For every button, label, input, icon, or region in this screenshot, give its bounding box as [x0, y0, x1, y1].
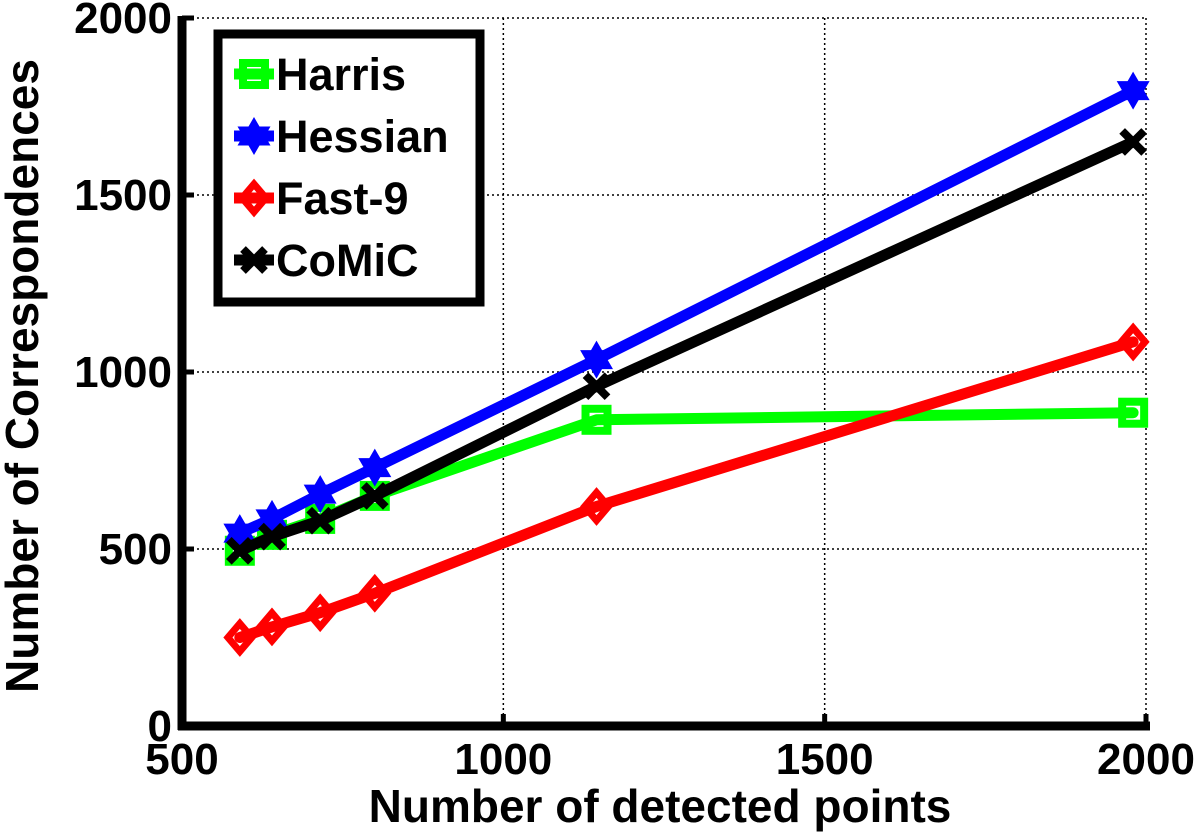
point-comic-3: [360, 482, 389, 510]
y-tick-label: 1500: [74, 171, 172, 220]
y-tick-label: 1000: [74, 348, 172, 397]
point-hessian-3: [358, 448, 392, 487]
x-tick-label: 1500: [776, 735, 874, 784]
grid: [181, 17, 1147, 727]
x-axis-label: Number of detected points: [369, 780, 952, 832]
point-hessian-5: [1116, 71, 1150, 110]
point-fast-9-2: [303, 593, 337, 633]
legend-item-fast-9: Fast-9: [234, 173, 409, 224]
legend-label: Harris: [276, 49, 406, 100]
point-fast-9-1: [255, 607, 289, 647]
x-tick-label: 1000: [454, 735, 552, 784]
legend-label: CoMiC: [276, 235, 418, 286]
legend-item-harris: Harris: [234, 49, 406, 100]
point-hessian-0: [223, 514, 257, 553]
legend-marker: [237, 117, 271, 155]
point-fast-9-5: [1116, 322, 1150, 362]
x-tick-label: 2000: [1097, 735, 1195, 784]
series-line-fast-9: [234, 336, 1139, 643]
legend-marker: [239, 59, 269, 89]
y-tick-label: 2000: [74, 0, 172, 43]
y-axis-label: Number of Correspondences: [0, 59, 48, 693]
series-lines: [223, 71, 1150, 657]
point-hessian-4: [580, 340, 614, 379]
y-tick-label: 500: [99, 525, 172, 574]
legend-item-hessian: Hessian: [234, 111, 449, 162]
legend-item-comic: CoMiC: [234, 235, 418, 286]
legend-marker: [240, 246, 268, 274]
legend-label: Fast-9: [276, 173, 409, 224]
point-comic-1: [258, 522, 286, 551]
point-hessian-2: [303, 475, 337, 514]
point-comic-0: [226, 536, 254, 565]
point-fast-9-3: [358, 573, 392, 613]
point-comic-4: [582, 372, 611, 400]
point-comic-5: [1119, 128, 1147, 156]
point-harris-5: [1118, 397, 1149, 428]
point-comic-2: [306, 506, 335, 535]
legend: Harris Hessian Fast-9 CoMiC: [213, 29, 485, 307]
y-tick-label: 0: [148, 702, 172, 751]
point-fast-9-4: [580, 487, 614, 526]
axes: [177, 15, 1150, 731]
legend-marker: [237, 178, 271, 218]
legend-label: Hessian: [276, 111, 449, 162]
point-hessian-1: [255, 499, 289, 538]
point-harris-4: [581, 404, 612, 435]
point-fast-9-0: [223, 618, 257, 657]
x-tick-label: 500: [145, 735, 218, 784]
